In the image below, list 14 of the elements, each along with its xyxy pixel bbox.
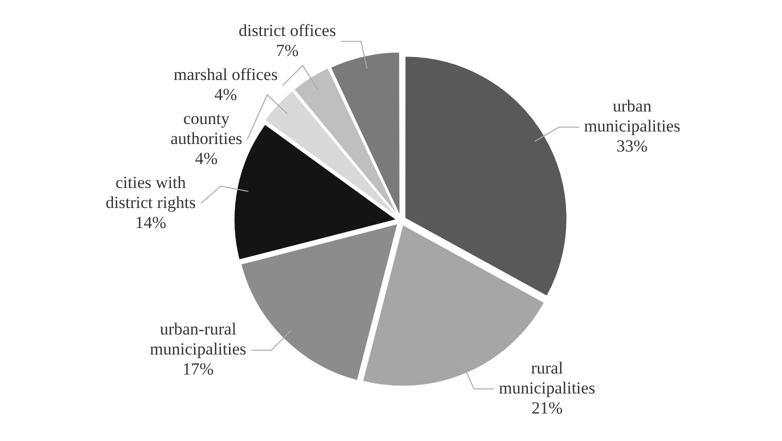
- data-label: 7%: [276, 40, 299, 60]
- data-label: 21%: [531, 398, 563, 418]
- slice-label: marshal offices: [174, 64, 278, 84]
- data-label: 17%: [182, 360, 214, 379]
- data-label: 14%: [135, 212, 166, 232]
- slice-label: district offices: [238, 20, 336, 40]
- slice-label: urban municipalities: [584, 96, 680, 136]
- slice-label: urban-rural municipalities: [150, 320, 246, 359]
- slice-label: county authorities: [170, 108, 242, 148]
- data-label: 4%: [214, 84, 238, 104]
- slice-label: cities with district rights: [106, 172, 196, 212]
- data-label: 4%: [195, 148, 218, 168]
- data-label: 33%: [616, 136, 648, 156]
- slice-label: rural municipalities: [498, 358, 596, 398]
